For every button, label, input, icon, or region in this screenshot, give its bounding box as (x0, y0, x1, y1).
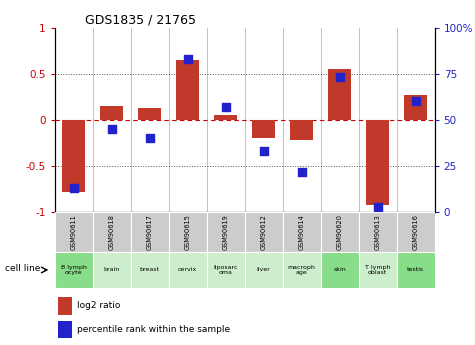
Point (70, 185, 77, 191)
Bar (404, 95, 427, 120)
Point (184, 56, 191, 62)
Bar (100, 106, 123, 120)
Text: macroph
age: macroph age (288, 265, 315, 275)
Text: GSM90618: GSM90618 (109, 214, 114, 250)
Bar (283, 212, 321, 252)
Text: GSM90613: GSM90613 (375, 214, 380, 250)
Text: brain: brain (104, 267, 120, 273)
Bar (176, 60, 199, 120)
Bar (359, 252, 397, 288)
Bar (290, 120, 313, 140)
Text: GSM90616: GSM90616 (413, 214, 418, 250)
Bar (138, 108, 161, 120)
Text: breast: breast (140, 267, 160, 273)
Bar (169, 252, 207, 288)
Bar (245, 252, 283, 288)
Point (298, 169, 305, 174)
Point (374, 204, 381, 209)
Bar (58, 321, 72, 338)
Bar (207, 212, 245, 252)
Text: GSM90615: GSM90615 (185, 214, 190, 250)
Bar (283, 252, 321, 288)
Text: GSM90612: GSM90612 (261, 214, 266, 250)
Point (108, 126, 115, 132)
Text: testis: testis (407, 267, 424, 273)
Text: skin: skin (333, 267, 346, 273)
Text: log2 ratio: log2 ratio (77, 301, 121, 310)
Bar (55, 212, 93, 252)
Point (260, 148, 267, 154)
Bar (207, 252, 245, 288)
Text: GSM90611: GSM90611 (71, 214, 76, 250)
Text: T lymph
oblast: T lymph oblast (365, 265, 390, 275)
Text: cervix: cervix (178, 267, 197, 273)
Text: percentile rank within the sample: percentile rank within the sample (77, 325, 230, 334)
Text: B lymph
ocyte: B lymph ocyte (61, 265, 86, 275)
Text: liver: liver (257, 267, 270, 273)
Bar (62, 120, 85, 192)
Bar (131, 212, 169, 252)
Text: GSM90620: GSM90620 (337, 214, 342, 250)
Bar (55, 252, 93, 288)
Point (146, 136, 153, 141)
Bar (359, 212, 397, 252)
Text: cell line: cell line (5, 264, 40, 273)
Bar (397, 212, 435, 252)
Bar (169, 212, 207, 252)
Point (412, 99, 419, 104)
Bar (328, 69, 351, 120)
Bar (245, 212, 283, 252)
Text: liposarc
oma: liposarc oma (213, 265, 238, 275)
Bar (93, 252, 131, 288)
Text: GSM90619: GSM90619 (223, 214, 228, 250)
Point (336, 75, 343, 80)
Text: GSM90617: GSM90617 (147, 214, 152, 250)
Bar (366, 120, 389, 205)
Bar (252, 120, 275, 138)
Text: GSM90614: GSM90614 (299, 214, 304, 250)
Bar (397, 252, 435, 288)
Bar (131, 252, 169, 288)
Bar (321, 212, 359, 252)
Bar (93, 212, 131, 252)
Point (222, 104, 229, 110)
Text: GDS1835 / 21765: GDS1835 / 21765 (85, 13, 196, 27)
Bar (58, 297, 72, 315)
Bar (214, 115, 237, 120)
Bar (321, 252, 359, 288)
